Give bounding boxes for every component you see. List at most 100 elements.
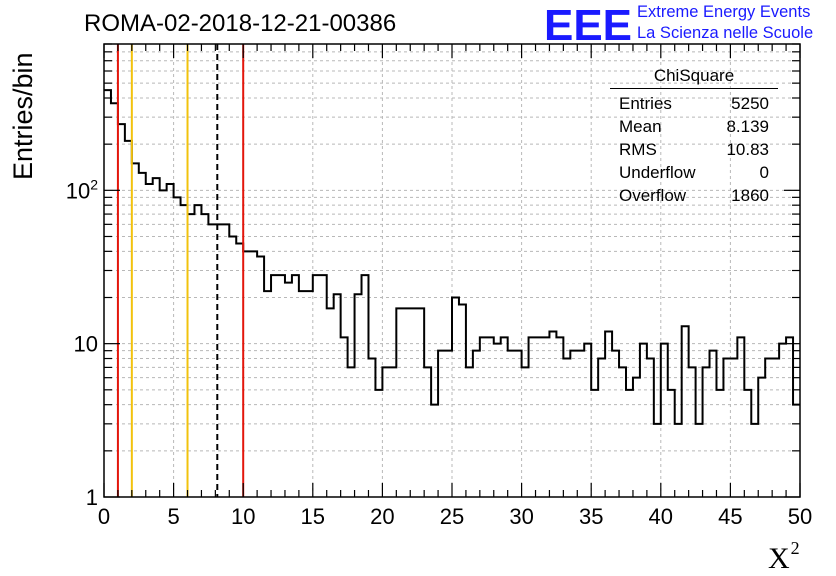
histogram-bin: [751, 424, 758, 497]
histogram-bin: [403, 308, 410, 497]
eee-logo-text: EEE: [544, 2, 632, 44]
y-axis-label: Entries/bin: [8, 52, 38, 180]
histogram-bin: [522, 367, 529, 497]
histogram-bin: [619, 367, 626, 497]
chart-title: ROMA-02-2018-12-21-00386: [84, 10, 397, 37]
histogram-bin: [424, 367, 431, 497]
histogram-bin: [730, 359, 737, 497]
histogram-bin: [633, 378, 640, 497]
stats-value: 0: [759, 163, 769, 182]
y-tick-label: 102: [66, 176, 98, 203]
histogram-bin: [549, 332, 556, 497]
histogram-bin: [689, 367, 696, 497]
histogram-bin: [772, 359, 779, 497]
stats-label: Overflow: [619, 186, 687, 205]
stats-row: Mean 8.139: [610, 115, 778, 138]
y-tick-label: 10: [74, 332, 98, 357]
x-tick-label: 15: [301, 504, 325, 529]
eee-logo: EEE: [544, 2, 632, 44]
x-tick-label: 45: [718, 504, 742, 529]
histogram-bin: [174, 197, 181, 497]
histogram-bin: [703, 367, 710, 497]
histogram-bin: [605, 332, 612, 497]
stats-label: Entries: [619, 94, 672, 113]
histogram-bin: [459, 305, 466, 497]
histogram-bin: [236, 243, 243, 497]
histogram-bin: [153, 178, 160, 497]
histogram-bin: [779, 344, 786, 497]
stats-row: Entries 5250: [610, 92, 778, 115]
histogram-bin: [696, 424, 703, 497]
stats-label: Mean: [619, 117, 662, 136]
histogram-bin: [396, 308, 403, 497]
histogram-bin: [139, 173, 146, 497]
histogram-bin: [389, 367, 396, 497]
stats-label: Underflow: [619, 163, 696, 182]
x-axis-label-base: X: [768, 542, 790, 575]
histogram-bin: [647, 359, 654, 497]
histogram-bin: [675, 424, 682, 497]
stats-value: 5250: [731, 94, 769, 113]
histogram-bin: [452, 298, 459, 497]
x-tick-label: 20: [370, 504, 394, 529]
histogram-bin: [222, 224, 229, 497]
histogram-bin: [758, 378, 765, 497]
histogram-bin: [417, 308, 424, 497]
histogram-bin: [146, 184, 153, 497]
histogram-bin: [208, 224, 215, 497]
histogram-bin: [737, 337, 744, 497]
x-axis-label: X2: [768, 538, 800, 576]
histogram-bin: [494, 344, 501, 497]
x-tick-label: 40: [649, 504, 673, 529]
histogram-bin: [167, 184, 174, 497]
histogram-bin: [355, 294, 362, 497]
histogram-outline: [104, 89, 800, 425]
histogram-bin: [348, 367, 355, 497]
logo-subtitle-line2: La Scienza nelle Scuole: [637, 24, 814, 42]
stats-value: 10.83: [726, 140, 769, 159]
histogram-bin: [229, 236, 236, 497]
histogram-bin: [375, 390, 382, 497]
histogram-bin: [682, 326, 689, 497]
histogram-bin: [271, 275, 278, 497]
histogram-bin: [529, 337, 536, 497]
histogram-bin: [542, 337, 549, 497]
histogram-bin: [536, 337, 543, 497]
plot-frame: [103, 43, 801, 498]
histogram-bin: [466, 367, 473, 497]
histogram-bin: [654, 424, 661, 497]
logo-subtitle-line1: Extreme Energy Events: [637, 3, 811, 21]
histogram-bin: [250, 251, 257, 497]
stats-title: ChiSquare: [610, 66, 778, 89]
histogram-bin: [410, 308, 417, 497]
y-tick-label: 1: [86, 485, 98, 510]
histogram-bin: [264, 291, 271, 497]
histogram-bin: [786, 337, 793, 497]
histogram-bin: [765, 359, 772, 497]
histogram-bin: [306, 291, 313, 497]
histogram-bin: [480, 337, 487, 497]
x-tick-label: 25: [440, 504, 464, 529]
histogram-bin: [744, 390, 751, 497]
histogram-bin: [201, 214, 208, 497]
x-tick-label: 35: [579, 504, 603, 529]
histogram-bin: [334, 294, 341, 497]
histogram-bin: [556, 337, 563, 497]
x-tick-label: 30: [509, 504, 533, 529]
reference-lines: [116, 44, 245, 497]
x-axis-label-superscript: 2: [790, 538, 800, 558]
histogram-bin: [591, 390, 598, 497]
histogram-bin: [278, 275, 285, 497]
x-tick-label: 0: [98, 504, 110, 529]
histogram-bin: [188, 214, 195, 497]
histogram-bin: [362, 275, 369, 497]
histogram-bin: [661, 344, 668, 497]
histogram-bin: [563, 359, 570, 497]
histogram-bin: [125, 141, 132, 497]
histogram-bin: [640, 344, 647, 497]
histogram-bin: [584, 344, 591, 497]
histogram-bin: [382, 367, 389, 497]
histogram-bin: [118, 124, 125, 497]
x-tick-label: 5: [167, 504, 179, 529]
histogram-bin: [341, 337, 348, 497]
